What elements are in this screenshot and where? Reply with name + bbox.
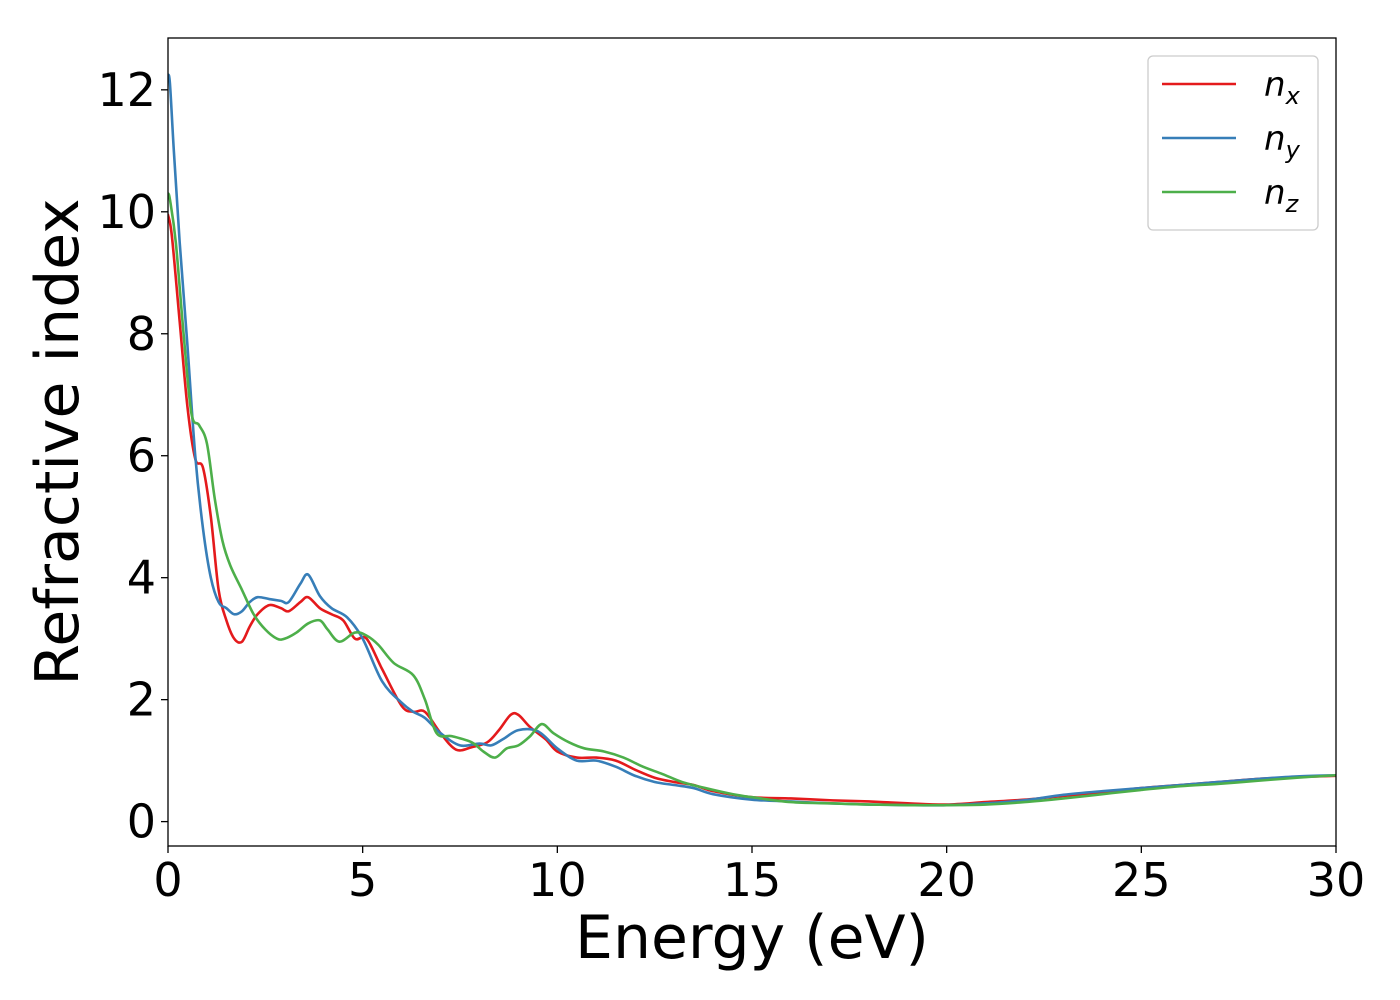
legend-box: [1147, 55, 1319, 231]
x-axis-title: Energy (eV): [575, 903, 929, 973]
x-tick-label: 5: [348, 853, 377, 907]
x-tick-label: 30: [1307, 853, 1366, 907]
x-tick-label: 0: [153, 853, 182, 907]
y-tick-label: 4: [127, 551, 156, 605]
x-tick-label: 10: [528, 853, 587, 907]
y-ticks: 0 2 4 6 8 10 12: [97, 63, 168, 849]
y-axis-title: Refractive index: [23, 198, 93, 685]
x-ticks: 0 5 10 15 20 25 30: [153, 846, 1365, 907]
legend-label-nx: nx: [1264, 65, 1301, 110]
y-tick-label: 0: [127, 795, 156, 849]
legend-label-ny: ny: [1264, 119, 1301, 164]
legend: nx ny nz: [1147, 55, 1319, 231]
y-tick-label: 2: [127, 673, 156, 727]
legend-label-nz: nz: [1264, 173, 1300, 218]
series-line-nx: [168, 213, 1336, 806]
y-tick-label: 12: [97, 63, 156, 117]
x-tick-label: 20: [917, 853, 976, 907]
y-tick-label: 8: [127, 307, 156, 361]
x-tick-label: 25: [1112, 853, 1171, 907]
y-tick-label: 6: [127, 429, 156, 483]
y-tick-label: 10: [97, 185, 156, 239]
plot-frame: [167, 37, 1337, 847]
plot-layer: [168, 73, 1336, 807]
series-line-nz: [168, 192, 1336, 807]
x-tick-label: 15: [723, 853, 782, 907]
